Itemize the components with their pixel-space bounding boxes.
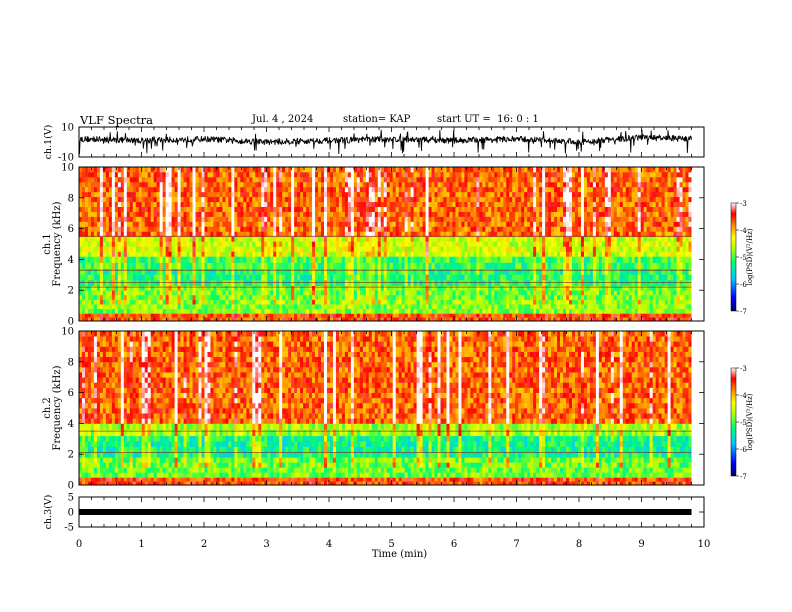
date-label: Jul. 4 , 2024 xyxy=(252,114,314,125)
ch1-spectrogram-image xyxy=(79,167,692,321)
start-time-label: start UT = 16: 0 : 1 xyxy=(437,114,539,125)
station-label: station= KAP xyxy=(343,114,411,125)
figure-title: VLF Spectra xyxy=(80,113,154,127)
ch1-waveform-trace xyxy=(78,129,692,155)
